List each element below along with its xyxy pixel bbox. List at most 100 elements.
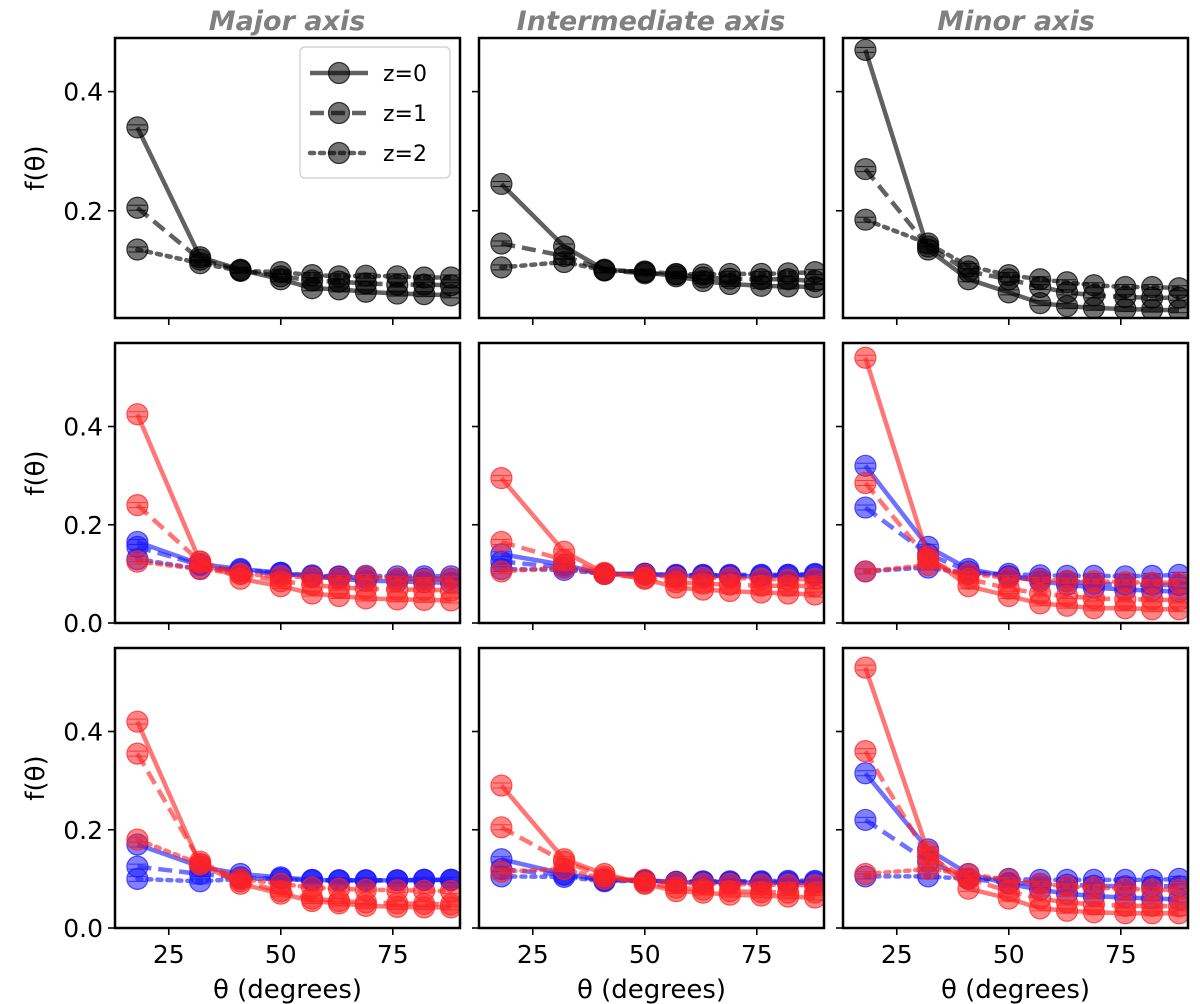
data-point (269, 872, 292, 895)
data-point (553, 857, 576, 881)
data-point (957, 255, 980, 278)
series-line (500, 539, 816, 589)
panel-r0-c0: 0.2 0.4 f(θ) (21, 36, 462, 325)
x-tick-label: 25 (153, 940, 185, 969)
series-line (863, 217, 1182, 291)
panel-frame (113, 646, 462, 930)
legend-marker (327, 101, 351, 125)
panel-r2-c2: 25 50 75 θ (degrees) (836, 646, 1190, 1004)
data-point (1114, 877, 1137, 900)
data-point (997, 264, 1020, 287)
data-point (490, 560, 513, 583)
panel-frame (841, 646, 1190, 930)
data-point (854, 208, 877, 231)
plot-area (126, 403, 460, 612)
data-point (917, 553, 940, 577)
data-point (593, 259, 616, 282)
data-point (854, 862, 877, 886)
y-tick-label: 0.4 (63, 718, 103, 747)
data-point (1029, 872, 1052, 895)
data-point (126, 196, 149, 219)
series-line (500, 825, 815, 895)
data-point (439, 266, 460, 289)
data-point (633, 260, 656, 283)
data-point (691, 872, 715, 895)
panel-r0-c2 (836, 36, 1190, 325)
data-point (1029, 268, 1052, 291)
data-point (1055, 875, 1079, 898)
series-line (863, 874, 1182, 883)
y-axis-label: f(θ) (21, 450, 51, 495)
series-red-dotted (126, 828, 460, 903)
data-point (1167, 277, 1188, 300)
x-axis-label: θ (degrees) (213, 975, 362, 1004)
data-point (917, 232, 940, 255)
panel-r2-c1: 25 50 75 θ (degrees) (472, 646, 826, 1004)
data-point (593, 867, 616, 890)
series-line (863, 49, 1180, 313)
data-point (229, 562, 252, 585)
series-line (863, 866, 1182, 892)
data-point (327, 265, 351, 288)
data-point (490, 860, 513, 883)
panel-frame (113, 36, 462, 320)
data-point (386, 265, 409, 288)
series-line (863, 562, 1182, 585)
data-point (327, 877, 351, 900)
series-line (135, 247, 454, 280)
data-point (854, 762, 877, 785)
panel-frame (477, 646, 826, 930)
data-point (126, 867, 149, 890)
panel-frame (841, 36, 1190, 320)
series-line (135, 503, 452, 593)
data-point (665, 566, 688, 589)
data-point (386, 879, 409, 902)
series-line (863, 750, 1180, 909)
data-point (126, 710, 149, 733)
data-point (665, 871, 688, 894)
data-point (665, 262, 688, 286)
x-tick-label: 50 (629, 940, 661, 969)
data-point (269, 261, 292, 284)
data-point (718, 872, 742, 895)
panel-r2-c0: 0.0 0.2 0.4 25 50 75 θ (degrees) f(θ) (21, 646, 462, 1004)
y-axis-label: f(θ) (21, 755, 51, 800)
data-point (126, 494, 149, 517)
data-point (1082, 876, 1106, 899)
x-tick-label: 50 (265, 940, 297, 969)
legend-entry: z=1 (310, 101, 427, 127)
data-point (327, 566, 351, 589)
legend-entry: z=0 (310, 61, 427, 87)
column-title-minor: Minor axis (937, 6, 1095, 37)
data-point (854, 157, 877, 181)
series-red-dotted (854, 553, 1188, 594)
panel-r1-c2 (836, 341, 1190, 630)
data-point (126, 116, 149, 139)
data-point (126, 403, 149, 426)
data-point (1167, 878, 1188, 901)
x-tick-label: 50 (993, 940, 1025, 969)
panel-r1-c0: 0.0 0.2 0.4 f(θ) (21, 341, 462, 638)
panels-group: 0.2 0.4 f(θ) 0.0 0.2 0.4 f(θ) 0.0 0.2 0.4 25 50 75 θ … (21, 36, 1190, 1004)
data-point (1141, 571, 1164, 594)
data-point (777, 873, 800, 896)
data-point (854, 560, 877, 583)
series-z-2 (126, 238, 460, 289)
series-z-2 (854, 208, 1188, 300)
series-z-0 (854, 38, 1188, 318)
panel-frame (477, 341, 826, 625)
x-tick-label: 75 (377, 940, 409, 969)
data-point (957, 862, 980, 886)
data-point (354, 878, 378, 901)
data-point (750, 567, 773, 590)
series-line (135, 837, 454, 894)
series-red-dotted (854, 857, 1188, 901)
data-point (777, 262, 800, 285)
plot-area (126, 710, 460, 919)
x-tick-label: 25 (517, 940, 549, 969)
column-title-major: Major axis (209, 6, 366, 37)
data-point (301, 264, 324, 287)
data-point (126, 550, 149, 573)
series-line (499, 784, 816, 900)
y-tick-label: 0.2 (63, 197, 103, 226)
